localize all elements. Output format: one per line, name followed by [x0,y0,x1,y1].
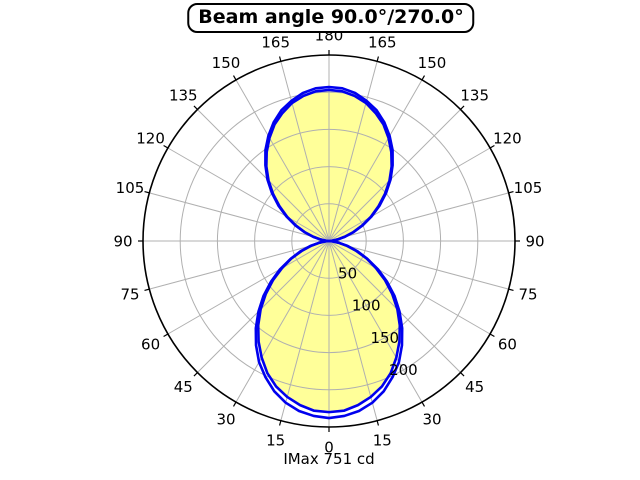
angle-tick-label: 135 [460,87,489,105]
angle-tick-label: 150 [212,54,241,72]
angle-tick [376,420,380,426]
polar-grid-spoke [328,147,491,242]
angle-tick [421,75,426,81]
angle-tick [376,56,380,62]
angle-tick-label: 165 [368,33,397,51]
angle-tick [193,372,198,377]
radial-tick-label: 200 [389,361,418,379]
angle-tick [489,144,495,149]
polar-grid-spoke [328,192,509,242]
angle-tick-label: 90 [113,232,132,250]
angle-tick [508,288,514,292]
angle-tick-label: 45 [174,378,193,396]
angle-tick [144,288,150,292]
polar-grid-spoke [197,109,330,242]
imax-annotation: IMax 751 cd [283,450,375,468]
beam-fill [258,89,329,413]
polar-grid-spoke [280,61,330,242]
polar-grid-spoke [167,240,330,335]
angle-tick-label: 120 [136,129,165,147]
angle-tick-label: 30 [422,411,441,429]
angle-tick [278,56,282,62]
polar-grid-spoke [328,240,491,335]
polar-grid-spoke [280,240,330,421]
angle-tick [278,420,282,426]
angle-tick [232,75,237,81]
polar-grid-spoke [328,240,461,373]
angle-tick-label: 75 [518,286,537,304]
chart-title: Beam angle 90.0°/270.0° [187,3,475,33]
angle-tick [421,401,426,407]
radial-tick-label: 100 [352,297,381,315]
polar-grid-spoke [328,240,423,403]
angle-tick-label: 105 [116,179,145,197]
angle-tick-label: 150 [418,54,447,72]
angle-tick-label: 120 [493,129,522,147]
angle-tick-label: 105 [514,179,543,197]
polar-grid-spoke [328,240,509,290]
angle-tick-label: 0 [324,438,334,456]
angle-tick [163,333,169,338]
angle-tick-label: 15 [373,431,392,449]
polar-grid-spoke [149,240,330,290]
polar-grid-spoke [149,192,330,242]
angle-tick-label: 75 [120,286,139,304]
polar-grid-spoke [328,61,378,242]
angle-tick [460,105,465,110]
angle-tick [232,401,237,407]
beam-fill [329,89,400,413]
polar-grid-spoke [197,240,330,373]
polar-grid-spoke [167,147,330,242]
angle-tick-label: 15 [266,431,285,449]
angle-tick-label: 135 [169,87,198,105]
angle-tick [193,105,198,110]
angle-tick [508,190,514,194]
polar-grid-spoke [328,109,461,242]
radial-tick-label: 50 [338,264,357,282]
angle-tick-label: 165 [261,33,290,51]
polar-grid-spoke [328,79,423,242]
angle-tick [144,190,150,194]
angle-tick [489,333,495,338]
angle-tick [460,372,465,377]
angle-tick-label: 30 [216,411,235,429]
angle-tick [163,144,169,149]
beam-curve-inner-curve [256,88,402,414]
polar-grid-spoke [235,240,330,403]
polar-grid-spoke [235,79,330,242]
angle-tick-label: 60 [141,335,160,353]
radial-tick-label: 150 [370,329,399,347]
angle-tick-label: 60 [498,335,517,353]
angle-tick-label: 90 [525,232,544,250]
angle-tick-label: 45 [465,378,484,396]
polar-grid-spoke [328,240,378,421]
